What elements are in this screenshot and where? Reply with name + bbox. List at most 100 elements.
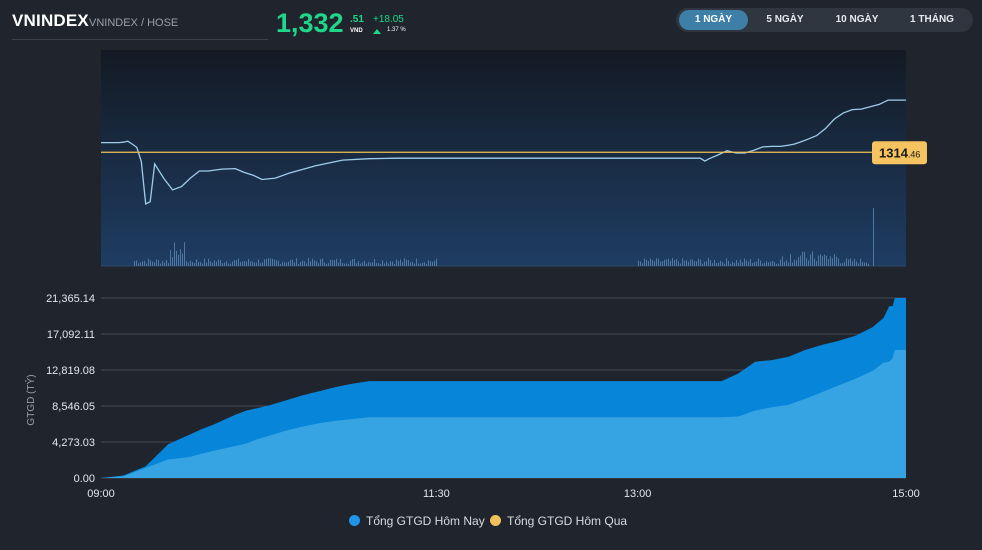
volume-bar <box>684 260 685 266</box>
tab-5-days[interactable]: 5 NGÀY <box>766 14 804 25</box>
price-line <box>101 99 906 206</box>
y-tick-labels: 21,365.14 17,092.11 12,819.08 8,546.05 4,273… <box>46 293 95 485</box>
volume-bar <box>776 263 777 266</box>
volume-bar <box>180 249 181 266</box>
volume-bar <box>808 260 809 266</box>
volume-bar <box>178 254 179 266</box>
volume-bar <box>276 260 277 266</box>
volume-bar <box>338 262 339 266</box>
volume-bar <box>844 261 845 266</box>
volume-bar <box>286 262 287 266</box>
volume-bar <box>244 261 245 266</box>
volume-bar <box>710 260 711 266</box>
volume-bar <box>734 262 735 266</box>
volume-bar <box>826 255 827 266</box>
price-decimal: .51 <box>350 14 364 25</box>
volume-bar <box>358 261 359 266</box>
volume-bar <box>158 260 159 266</box>
volume-bar <box>232 261 233 266</box>
volume-bar <box>382 260 383 266</box>
volume-bar <box>668 258 669 266</box>
tab-10-days[interactable]: 10 NGÀY <box>835 14 879 25</box>
volume-bar <box>190 260 191 266</box>
volume-bar <box>280 263 281 266</box>
volume-bar <box>282 262 283 266</box>
volume-bar <box>736 260 737 266</box>
volume-bar <box>764 263 765 266</box>
volume-bar <box>768 262 769 266</box>
volume-bar <box>828 258 829 266</box>
volume-bar <box>134 261 135 266</box>
volume-bar <box>260 263 261 266</box>
volume-bar <box>770 261 771 266</box>
volume-bar <box>164 262 165 266</box>
volume-bar <box>298 263 299 266</box>
volume-bar <box>192 262 193 266</box>
volume-bar <box>410 262 411 266</box>
volume-bar <box>152 261 153 266</box>
volume-bar <box>792 262 793 266</box>
volume-bar <box>284 261 285 266</box>
volume-bar <box>312 258 313 266</box>
volume-bar <box>362 262 363 266</box>
volume-bar <box>672 258 673 266</box>
volume-bar <box>790 254 791 266</box>
volume-bar <box>186 261 187 266</box>
volume-bar <box>873 208 874 266</box>
volume-bar <box>692 259 693 266</box>
volume-bar <box>654 261 655 266</box>
volume-bar <box>168 263 169 266</box>
volume-bar <box>416 258 417 266</box>
tab-1-month[interactable]: 1 THÁNG <box>910 14 954 25</box>
volume-bar <box>714 259 715 266</box>
volume-bar <box>794 259 795 266</box>
volume-bar <box>418 263 419 266</box>
y-tick-label: 4,273.03 <box>52 437 95 449</box>
x-tick-label: 09:00 <box>87 488 115 500</box>
tab-1-day[interactable]: 1 NGÀY <box>679 10 748 30</box>
volume-bar <box>366 263 367 266</box>
volume-bar <box>228 263 229 266</box>
volume-bar <box>342 262 343 266</box>
volume-bar <box>818 255 819 266</box>
volume-bar <box>860 258 861 266</box>
volume-bar <box>796 260 797 266</box>
volume-bar <box>230 263 231 266</box>
volume-bar <box>798 257 799 266</box>
volume-bar <box>640 261 641 266</box>
volume-bar <box>296 258 297 266</box>
volume-bar <box>772 260 773 266</box>
index-exchange: VNINDEX / HOSE <box>89 17 179 29</box>
volume-bar <box>194 263 195 266</box>
legend-today-swatch <box>349 515 360 526</box>
volume-bar <box>434 260 435 266</box>
volume-bar <box>814 258 815 266</box>
volume-bar <box>304 261 305 266</box>
volume-bar <box>326 263 327 266</box>
volume-bar <box>706 261 707 266</box>
volume-bar <box>146 263 147 266</box>
volume-bar <box>314 260 315 266</box>
volume-bar <box>674 260 675 266</box>
volume-bar <box>380 263 381 266</box>
volume-bar <box>394 263 395 266</box>
volume-bar <box>274 259 275 266</box>
volume-bar <box>430 261 431 266</box>
volume-bar <box>846 258 847 266</box>
volume-bar <box>432 261 433 266</box>
volume-bar <box>658 258 659 266</box>
volume-bar <box>212 262 213 266</box>
volume-bar <box>238 258 239 266</box>
volume-bar <box>306 263 307 266</box>
y-tick-label: 0.00 <box>74 473 95 485</box>
volume-bar <box>802 251 803 266</box>
volume-bar <box>754 261 755 266</box>
volume-bar <box>422 262 423 266</box>
volume-bar <box>720 260 721 266</box>
volume-bar <box>378 263 379 266</box>
volume-bar <box>676 259 677 266</box>
volume-bar <box>732 261 733 266</box>
volume-bar <box>346 263 347 266</box>
volume-bar <box>318 263 319 266</box>
